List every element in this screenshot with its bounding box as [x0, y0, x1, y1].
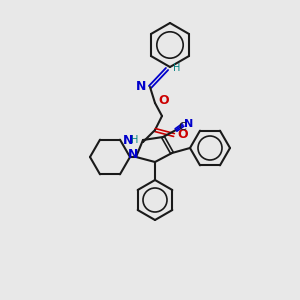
Text: H: H [131, 135, 138, 145]
Text: O: O [177, 128, 188, 142]
Text: N: N [123, 134, 134, 146]
Text: C: C [178, 122, 186, 132]
Text: N: N [136, 80, 146, 92]
Text: H: H [173, 63, 180, 73]
Text: N: N [184, 119, 193, 129]
Text: O: O [158, 94, 169, 107]
Text: N: N [128, 148, 138, 161]
